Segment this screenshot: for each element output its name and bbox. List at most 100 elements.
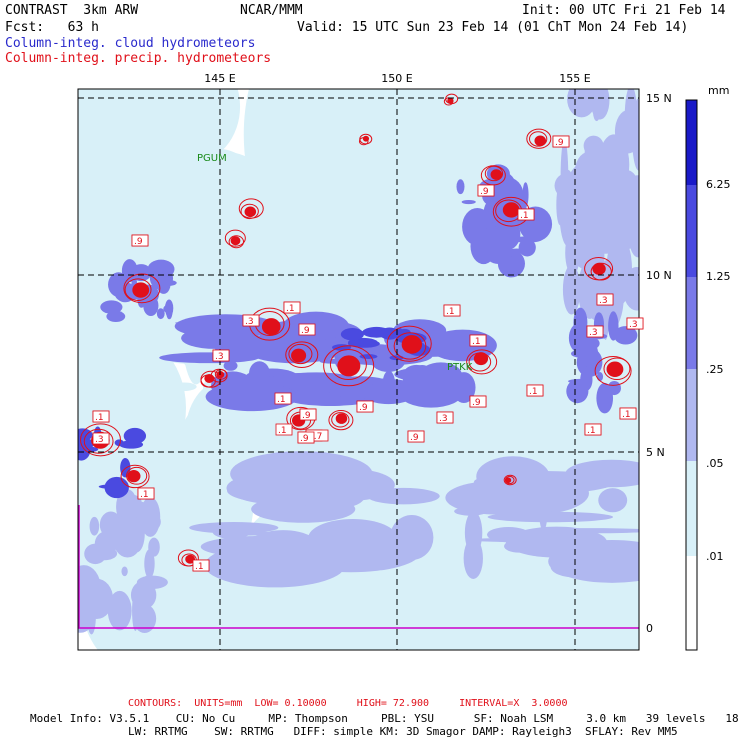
cloud-patch bbox=[613, 326, 638, 345]
contour-label: .9 bbox=[302, 411, 311, 421]
contour-label-box bbox=[469, 395, 487, 408]
precip-contour bbox=[490, 169, 503, 180]
precip-contour bbox=[244, 206, 257, 218]
cloud-patch bbox=[144, 549, 155, 579]
contour-label: .1 bbox=[587, 426, 596, 436]
cloud-patch bbox=[456, 179, 465, 195]
colorbar-bin-5 bbox=[686, 185, 697, 277]
contour-label-box bbox=[274, 392, 292, 405]
cloud-patch bbox=[78, 428, 93, 442]
header-fcst: Fcst: 63 h bbox=[5, 20, 99, 35]
contour-label-box bbox=[298, 323, 316, 336]
cloud-patch bbox=[223, 360, 238, 371]
contour-label: 2.7 bbox=[308, 432, 322, 442]
cloud-patch bbox=[282, 311, 349, 341]
contour-label: .9 bbox=[555, 138, 564, 148]
cloud-patch bbox=[347, 339, 380, 348]
cloud-patch bbox=[487, 511, 614, 523]
cloud-patch bbox=[98, 484, 126, 489]
colorbar-label-0-01: .01 bbox=[706, 550, 724, 563]
contour-label: .3 bbox=[589, 328, 598, 338]
cloud-patch bbox=[537, 385, 567, 488]
cloud-patch bbox=[461, 199, 476, 205]
precip-contour bbox=[224, 229, 246, 247]
cloud-patch bbox=[566, 379, 589, 404]
cloud-patch bbox=[518, 238, 536, 257]
precip-contour bbox=[473, 352, 489, 366]
precip-contour bbox=[592, 262, 606, 275]
cloud-patch bbox=[505, 526, 607, 558]
contour-label-box bbox=[212, 349, 230, 362]
cloud-patch bbox=[575, 336, 600, 351]
precip-contour bbox=[124, 278, 152, 301]
colorbar-bin-4 bbox=[686, 277, 697, 369]
cloud-patch bbox=[156, 308, 165, 320]
precip-contour bbox=[401, 335, 423, 354]
cloud-patch bbox=[100, 300, 123, 314]
contour-label-box bbox=[477, 184, 495, 197]
cloud-patch bbox=[120, 457, 131, 478]
precip-contour bbox=[328, 410, 354, 431]
cloud-patch bbox=[78, 442, 202, 486]
cloud-patch bbox=[598, 488, 628, 513]
cloud-patch bbox=[143, 295, 159, 317]
legend-cloud-label: Column-integ. cloud hydrometeors bbox=[5, 36, 256, 51]
header-valid: Valid: 15 UTC Sun 23 Feb 14 (01 ChT Mon … bbox=[297, 20, 689, 35]
precip-contour bbox=[329, 348, 367, 380]
contour-label: .1 bbox=[286, 304, 295, 314]
cloud-patch bbox=[123, 427, 147, 444]
contour-label-box bbox=[92, 432, 110, 445]
contour-label: .1 bbox=[446, 307, 455, 317]
cloud-patch bbox=[583, 135, 604, 156]
lat-label-equator: 0 bbox=[646, 622, 653, 635]
precip-contour bbox=[291, 348, 307, 363]
contour-label: .9 bbox=[480, 187, 489, 197]
precip-contour bbox=[230, 236, 241, 246]
lon-label-145e: 145 E bbox=[204, 72, 235, 85]
cloud-patch bbox=[454, 506, 488, 516]
lon-label-155e: 155 E bbox=[559, 72, 590, 85]
contour-label: .1 bbox=[472, 337, 481, 347]
contour-label-box bbox=[137, 487, 155, 500]
contour-label: .9 bbox=[134, 237, 143, 247]
cloud-patch bbox=[121, 566, 128, 577]
contour-label-box bbox=[283, 301, 301, 314]
cloud-patch bbox=[159, 352, 259, 364]
contour-label: .1 bbox=[529, 387, 538, 397]
contour-label: .3 bbox=[215, 352, 224, 362]
cloud-patch bbox=[554, 172, 582, 199]
colorbar-label-0-05: .05 bbox=[706, 457, 724, 470]
precip-contour bbox=[502, 202, 520, 218]
precip-contour bbox=[185, 554, 196, 564]
cloud-patch bbox=[140, 496, 161, 537]
precip-contour bbox=[362, 135, 370, 142]
cloud-patch bbox=[111, 513, 144, 558]
contour-label-box bbox=[407, 430, 425, 443]
precip-contour bbox=[132, 282, 150, 298]
contour-label: .1 bbox=[520, 211, 529, 221]
colorbar-label-0-25: .25 bbox=[706, 363, 724, 376]
precip-contour bbox=[529, 131, 548, 147]
precip-contour bbox=[214, 369, 228, 380]
precip-contour bbox=[261, 318, 281, 336]
lat-label-5n: 5 N bbox=[646, 446, 665, 459]
contour-label-box bbox=[299, 408, 317, 421]
cloud-patch bbox=[586, 357, 600, 371]
cloud-patch bbox=[148, 537, 160, 557]
precip-contour bbox=[285, 341, 319, 369]
cloud-patch bbox=[132, 590, 139, 631]
cloud-patch bbox=[107, 590, 132, 631]
legend-precip-label: Column-integ. precip. hydrometeors bbox=[5, 51, 272, 66]
colorbar: mm 6.25 1.25 .25 .05 .01 bbox=[685, 84, 731, 651]
header-center: NCAR/MMM bbox=[240, 3, 303, 18]
contour-label: .3 bbox=[245, 317, 254, 327]
cloud-patch bbox=[572, 190, 591, 247]
contour-labels: .1 .1 .3 .9 .1 .1 .9 .9 .9 .3 .1 .1 .1 .3 .9 .9 .9 .1 .1 .3… bbox=[92, 135, 644, 572]
lon-label-150e: 150 E bbox=[381, 72, 412, 85]
precip-contour bbox=[127, 470, 141, 483]
precip-contour bbox=[606, 361, 624, 377]
contour-label-box bbox=[626, 317, 644, 330]
contour-label-box bbox=[584, 423, 602, 436]
precip-contour bbox=[228, 235, 245, 249]
lat-lon-grid bbox=[78, 89, 639, 650]
